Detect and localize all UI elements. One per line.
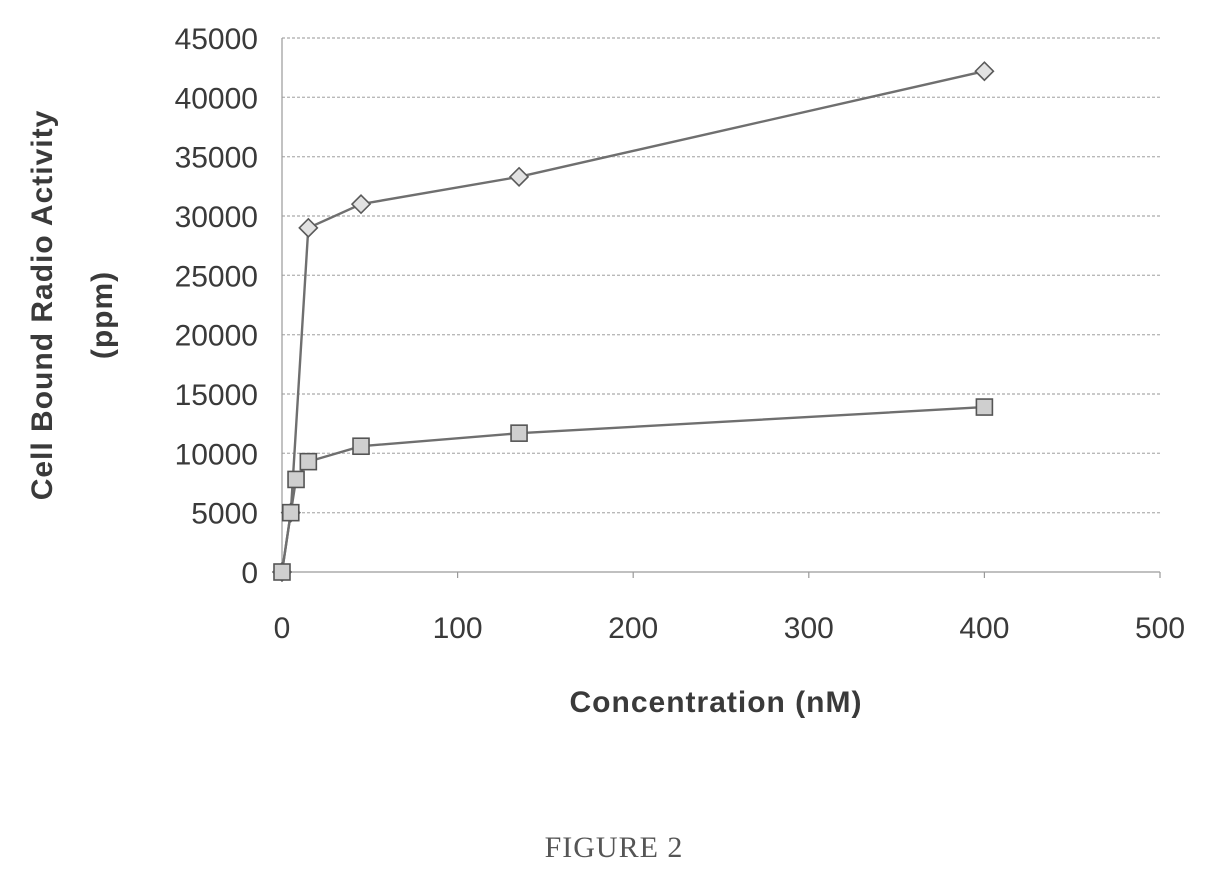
- x-tick-labels: 0 100 200 300 400 500: [274, 572, 1185, 645]
- y-tick-label: 25000: [175, 260, 258, 293]
- data-point-square: [510, 424, 528, 442]
- axes: [281, 38, 1160, 573]
- x-tick-label: 500: [1135, 612, 1185, 645]
- y-tick-label: 5000: [191, 498, 258, 531]
- y-tick-labels: 0 5000 10000 15000 20000 25000 30000 35000 40000…: [175, 23, 258, 590]
- x-tick-label: 0: [274, 612, 291, 645]
- x-tick-label: 100: [433, 612, 483, 645]
- data-markers: [271, 61, 995, 583]
- y-tick-label: 20000: [175, 320, 258, 353]
- y-tick-label: 10000: [175, 438, 258, 471]
- y-tick-label: 0: [241, 557, 258, 590]
- x-axis-title: Concentration (nM): [570, 686, 863, 719]
- y-tick-label: 15000: [175, 379, 258, 412]
- data-point-diamond: [974, 61, 995, 82]
- x-tick-label: 200: [608, 612, 658, 645]
- data-point-square: [299, 452, 318, 471]
- y-tick-label: 45000: [175, 23, 258, 56]
- x-tick-label: 400: [959, 612, 1009, 645]
- data-point-square: [352, 437, 370, 456]
- x-tick-label: 300: [784, 612, 834, 645]
- data-point-square: [281, 503, 300, 522]
- data-point-square: [975, 398, 994, 416]
- figure-caption: FIGURE 2: [545, 831, 684, 864]
- series-line-2: [280, 405, 985, 573]
- data-point-square: [273, 563, 291, 581]
- series-lines: [280, 70, 985, 573]
- gridlines: [282, 37, 1160, 514]
- y-axis-title-line-2: (ppm): [86, 271, 119, 359]
- y-tick-label: 40000: [175, 82, 258, 115]
- data-point-diamond: [508, 166, 530, 187]
- y-tick-label: 30000: [175, 201, 258, 234]
- series-line-1: [280, 70, 985, 573]
- data-point-diamond: [298, 217, 319, 238]
- y-axis-title-line-1: Cell Bound Radio Activity: [26, 110, 59, 501]
- y-tick-label: 35000: [175, 142, 258, 175]
- data-point-square: [287, 470, 305, 489]
- data-point-diamond: [350, 194, 372, 215]
